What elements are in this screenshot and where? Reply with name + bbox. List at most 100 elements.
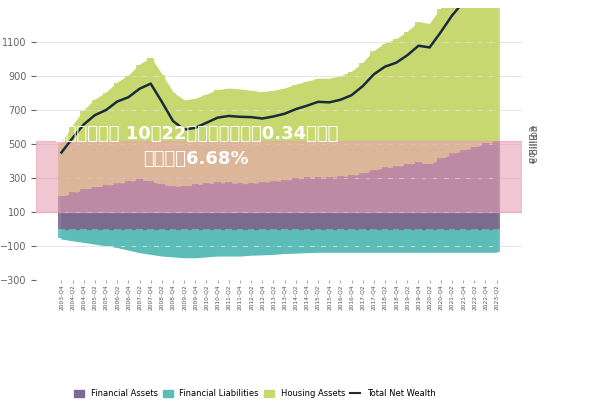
Bar <box>292 85 299 178</box>
Bar <box>103 93 109 185</box>
Bar <box>359 173 366 229</box>
Bar <box>80 111 87 189</box>
Bar <box>382 229 388 252</box>
Bar <box>203 95 210 183</box>
Bar <box>393 229 400 252</box>
Bar <box>460 150 466 229</box>
Bar <box>404 229 410 252</box>
Bar <box>248 91 254 183</box>
Bar <box>214 229 221 255</box>
Bar <box>281 180 288 229</box>
Bar <box>248 183 254 229</box>
Bar <box>304 177 310 229</box>
Bar <box>370 51 377 170</box>
Bar <box>471 146 478 229</box>
Bar <box>326 229 332 252</box>
Bar <box>158 229 165 255</box>
Bar <box>125 76 132 182</box>
Y-axis label: € Billion: € Billion <box>530 124 541 164</box>
Bar <box>482 229 489 252</box>
Bar <box>248 229 254 254</box>
Bar <box>315 229 322 252</box>
Text: 股票做空杠杆 10月22日今飞转唇上涨0.34％，转
股溢价玂6.68%: 股票做空杠杆 10月22日今飞转唇上涨0.34％，转 股溢价玂6.68% <box>55 125 338 168</box>
Bar <box>259 182 266 229</box>
Bar <box>58 196 65 229</box>
Bar <box>437 9 444 158</box>
Bar <box>226 229 232 255</box>
Bar <box>415 229 422 252</box>
Bar <box>181 101 188 186</box>
Bar <box>259 229 266 254</box>
Bar <box>125 182 132 229</box>
Bar <box>92 186 98 229</box>
Bar <box>304 229 310 252</box>
Bar <box>449 229 455 252</box>
Bar <box>148 180 154 229</box>
Bar <box>326 79 332 177</box>
Bar <box>426 24 433 164</box>
Bar <box>493 0 500 142</box>
Bar <box>170 229 176 256</box>
Bar <box>136 229 143 252</box>
Bar <box>493 142 500 229</box>
Bar <box>114 229 121 247</box>
Bar <box>148 229 154 254</box>
Bar <box>382 44 388 167</box>
Bar <box>114 183 121 229</box>
Bar <box>359 229 366 252</box>
Bar <box>270 181 277 229</box>
Bar <box>114 83 121 183</box>
Bar <box>80 229 87 242</box>
Bar <box>292 229 299 252</box>
Legend: Financial Assets, Financial Liabilities, Housing Assets, Total Net Wealth: Financial Assets, Financial Liabilities,… <box>74 389 436 398</box>
Bar <box>92 229 98 244</box>
Bar <box>404 164 410 229</box>
Bar <box>236 90 243 183</box>
Bar <box>370 229 377 252</box>
Bar <box>270 91 277 181</box>
Bar <box>348 72 355 175</box>
Bar <box>170 93 176 186</box>
Bar <box>437 229 444 252</box>
Y-axis label: € Billion: € Billion <box>526 124 536 164</box>
Bar <box>393 166 400 229</box>
Bar <box>103 185 109 229</box>
Bar <box>58 143 65 196</box>
Bar <box>460 229 466 252</box>
Bar <box>214 182 221 229</box>
Bar <box>214 90 221 182</box>
Bar <box>80 189 87 229</box>
Bar <box>370 170 377 229</box>
Bar <box>393 40 400 166</box>
Bar <box>125 229 132 250</box>
Bar <box>315 79 322 177</box>
Bar <box>192 99 199 184</box>
Bar <box>304 82 310 177</box>
Bar <box>136 65 143 179</box>
Bar <box>103 229 109 245</box>
Bar <box>92 100 98 186</box>
Bar <box>158 75 165 184</box>
Bar <box>437 158 444 229</box>
Bar <box>471 0 478 146</box>
Bar <box>426 164 433 229</box>
Bar <box>281 89 288 180</box>
Bar <box>460 0 466 150</box>
Bar <box>426 229 433 252</box>
Bar <box>337 229 344 252</box>
Bar <box>136 179 143 229</box>
Bar <box>203 229 210 256</box>
Bar <box>170 186 176 229</box>
Bar <box>281 229 288 253</box>
Bar <box>203 183 210 229</box>
Bar <box>292 178 299 229</box>
Bar <box>315 177 322 229</box>
Bar <box>326 177 332 229</box>
Bar <box>158 184 165 229</box>
Bar <box>493 229 500 252</box>
Bar <box>58 229 65 238</box>
Bar <box>192 184 199 229</box>
Bar <box>69 229 76 240</box>
Bar <box>449 0 455 153</box>
Bar <box>482 143 489 229</box>
